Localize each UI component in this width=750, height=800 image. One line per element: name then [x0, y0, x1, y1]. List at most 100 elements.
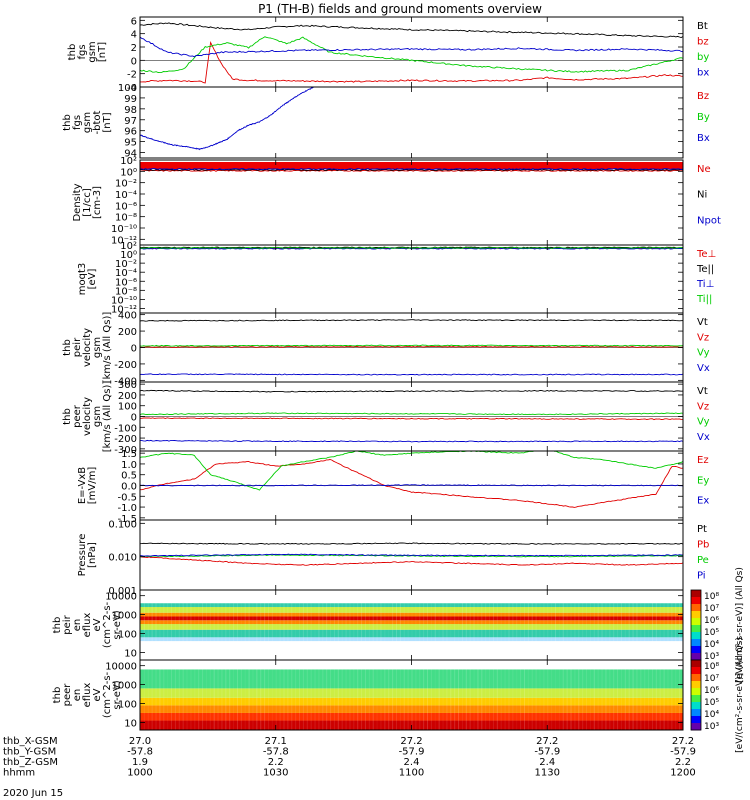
colorbar-label: [eV/(cm²-s-sr-eV)] (All Qs) — [735, 567, 745, 683]
series-bt — [140, 22, 683, 38]
spectrogram-stripe — [151, 590, 153, 660]
legend-1: Bt bz by bx — [697, 21, 709, 79]
colorbar-frame — [690, 659, 702, 731]
spectrogram-stripe — [167, 660, 169, 730]
spectrogram-stripe — [679, 590, 681, 660]
series-lines-6 — [140, 389, 683, 443]
spectrogram-stripe — [388, 590, 390, 660]
y-axis-label-9: thb peir en eflux eV (cm^2-s-sr-eV) — [52, 601, 123, 648]
y-tick-label: -0.5 — [117, 492, 137, 503]
series-vz — [140, 345, 683, 348]
colorbar-segment — [691, 625, 701, 633]
spectrogram-stripe — [648, 590, 650, 660]
spectrogram-stripe — [671, 660, 673, 730]
spectrogram-stripe — [341, 660, 343, 730]
spectrogram-stripe — [190, 590, 192, 660]
y-tick-label: 10⁻¹² — [111, 304, 137, 315]
y-tick-label: 95 — [124, 138, 137, 149]
series-ez — [140, 459, 683, 508]
series-lines-7 — [140, 451, 683, 508]
spectrogram-stripe — [543, 590, 545, 660]
legend-entry: Bt — [697, 21, 708, 32]
spectrogram-stripe — [186, 590, 188, 660]
spectrogram-stripe — [349, 590, 351, 660]
spectrogram-stripe — [279, 590, 281, 660]
y-axis-label-line: sr-eV) — [112, 610, 123, 639]
colorbar-tick-label: 10⁵ — [704, 698, 719, 708]
spectrogram-stripe — [651, 660, 653, 730]
spectrogram-stripe — [186, 660, 188, 730]
spectrogram-stripe — [516, 590, 518, 660]
spectrogram-stripe — [202, 590, 204, 660]
y-axis-7: 1.51.00.50.0-0.5-1.0-1.5 — [117, 449, 684, 525]
spectrogram-stripe — [155, 660, 157, 730]
spectrogram-band — [140, 607, 683, 613]
spectrogram-stripe — [415, 590, 417, 660]
spectrogram-stripe — [586, 660, 588, 730]
y-axis-label-line: [cm-3] — [92, 186, 103, 219]
spectrogram-stripe — [465, 660, 467, 730]
legend-entry: Bx — [697, 133, 710, 144]
legend-entry: Ne — [697, 164, 711, 175]
spectrogram-stripe — [477, 660, 479, 730]
spectrogram-stripe — [229, 590, 231, 660]
spectrogram-stripe — [407, 660, 409, 730]
spectrogram-stripe — [512, 660, 514, 730]
spectrogram-stripe — [287, 590, 289, 660]
series-vy — [140, 412, 683, 416]
spectrogram-stripe — [551, 660, 553, 730]
y-axis-label-line: gsm — [92, 406, 103, 427]
y-axis-label-1: thb fgs gsm [nT] — [67, 41, 108, 62]
x-axis-value: -57.9 — [534, 747, 560, 758]
spectrogram-stripe — [388, 660, 390, 730]
spectrogram-stripe — [147, 590, 149, 660]
y-axis-label-line: gsm — [82, 112, 93, 133]
y-axis-label-line: eflux — [82, 683, 93, 708]
colorbar-segment — [691, 681, 701, 689]
series-vz — [140, 417, 683, 421]
spectrogram-stripe — [252, 660, 254, 730]
spectrogram-stripe — [640, 590, 642, 660]
spectrogram-stripe — [489, 660, 491, 730]
spectrogram-stripe — [644, 590, 646, 660]
y-tick-label: 100 — [118, 700, 137, 711]
colorbar-label: [eV/(cm²-s-sr-eV)] (All Qs) — [735, 637, 745, 753]
y-tick-label: 97 — [124, 116, 137, 127]
spectrogram-stripe — [392, 590, 394, 660]
y-axis-label-line: Pressure — [77, 534, 88, 577]
spectrogram-stripe — [601, 660, 603, 730]
x-axis-value: 1100 — [399, 768, 424, 779]
colorbar-tick-label: 10⁶ — [704, 616, 719, 626]
legend-entry: Npot — [697, 215, 721, 226]
spectrogram-stripe — [314, 660, 316, 730]
colorbar-segment — [691, 653, 701, 661]
density-saturation-band — [140, 162, 683, 169]
spectrogram-stripe — [427, 660, 429, 730]
spectrogram-stripe — [450, 660, 452, 730]
y-axis-label-line: gsm — [87, 41, 98, 62]
spectrogram-stripe — [527, 660, 529, 730]
spectrogram-stripe — [620, 660, 622, 730]
spectrogram-stripe — [151, 660, 153, 730]
spectrogram-stripe — [620, 590, 622, 660]
y-tick-label: 100 — [118, 83, 137, 94]
spectrogram-stripe — [454, 660, 456, 730]
y-tick-label: -100 — [114, 423, 137, 434]
spectrogram-stripe — [558, 590, 560, 660]
spectrogram-stripe — [213, 590, 215, 660]
y-tick-label: -1.5 — [117, 514, 137, 525]
y-tick-label: 0.010 — [108, 553, 137, 564]
spectrogram-stripe — [240, 660, 242, 730]
y-axis-label-2: thb fgs gsm -btot [nT] — [62, 110, 113, 134]
x-axis-value: 27.1 — [265, 736, 287, 747]
colorbar-segment — [691, 618, 701, 626]
spectrogram-stripe — [454, 590, 456, 660]
y-tick-label: 0 — [131, 344, 137, 355]
legend-entry: Vx — [697, 363, 710, 374]
spectrogram-stripe — [574, 660, 576, 730]
x-axis-table: thb_X-GSM 27.0 27.1 27.2 27.2 27.2 thb_Y-GSM -5… — [3, 736, 696, 779]
spectrogram-stripe — [147, 660, 149, 730]
y-axis-label-4: moqt3 [eV] — [77, 263, 98, 296]
